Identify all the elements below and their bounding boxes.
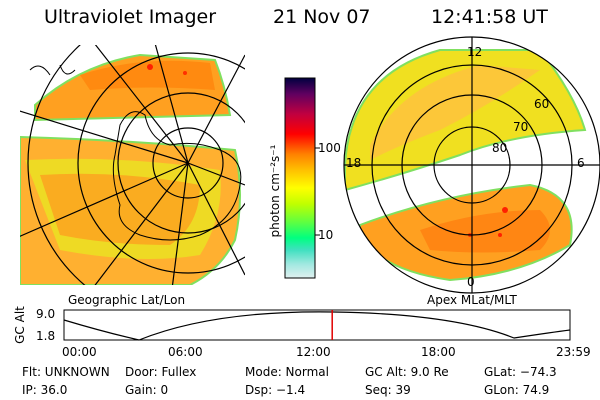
xtick-0000: 00:00 [62, 345, 97, 359]
status-door: Door: Fullex [125, 365, 197, 379]
mlat-label-70: 70 [513, 120, 529, 134]
altitude-curve [63, 311, 571, 341]
altitude-plot [63, 309, 571, 341]
xtick-2359: 23:59 [556, 345, 591, 359]
altitude-ybottom: 1.8 [36, 329, 56, 343]
mlat-label-60: 60 [534, 97, 550, 111]
colorbar-tick-100: 100 [318, 141, 341, 155]
status-gc-alt: GC Alt: 9.0 Re [365, 365, 449, 379]
altitude-ytop: 9.0 [36, 307, 56, 321]
xtick-0600: 06:00 [168, 345, 203, 359]
intensity-colorbar [284, 77, 320, 279]
left-map-caption: Geographic Lat/Lon [68, 293, 186, 307]
magnetic-polar-plot [343, 36, 600, 294]
mlt-label-6: 6 [577, 156, 585, 170]
colorbar-unit-label: photon cm⁻²s⁻¹ [268, 144, 282, 238]
status-gain: Gain: 0 [125, 383, 169, 397]
status-glat: GLat: −74.3 [484, 365, 557, 379]
status-glon: GLon: 74.9 [484, 383, 550, 397]
colorbar-tick-10: 10 [318, 228, 334, 242]
status-mode: Mode: Normal [245, 365, 329, 379]
date-label: 21 Nov 07 [273, 6, 371, 28]
right-upper-emission-band [344, 49, 587, 192]
right-map-caption: Apex MLat/MLT [427, 293, 517, 307]
altitude-ylabel: GC Alt [13, 306, 27, 344]
mlt-label-0: 0 [467, 275, 475, 289]
instrument-title: Ultraviolet Imager [44, 6, 217, 28]
xtick-1800: 18:00 [421, 345, 456, 359]
mlat-label-80: 80 [492, 141, 508, 155]
status-ip: IP: 36.0 [22, 383, 68, 397]
status-seq: Seq: 39 [365, 383, 411, 397]
mlt-label-18: 18 [346, 156, 362, 170]
status-flight: Flt: UNKNOWN [22, 365, 110, 379]
status-dsp: Dsp: −1.4 [245, 383, 306, 397]
time-label: 12:41:58 UT [431, 6, 548, 28]
mlt-label-12: 12 [467, 45, 483, 59]
antarctica-coastline [112, 111, 242, 241]
geographic-map [20, 45, 245, 285]
xtick-1200: 12:00 [296, 345, 331, 359]
